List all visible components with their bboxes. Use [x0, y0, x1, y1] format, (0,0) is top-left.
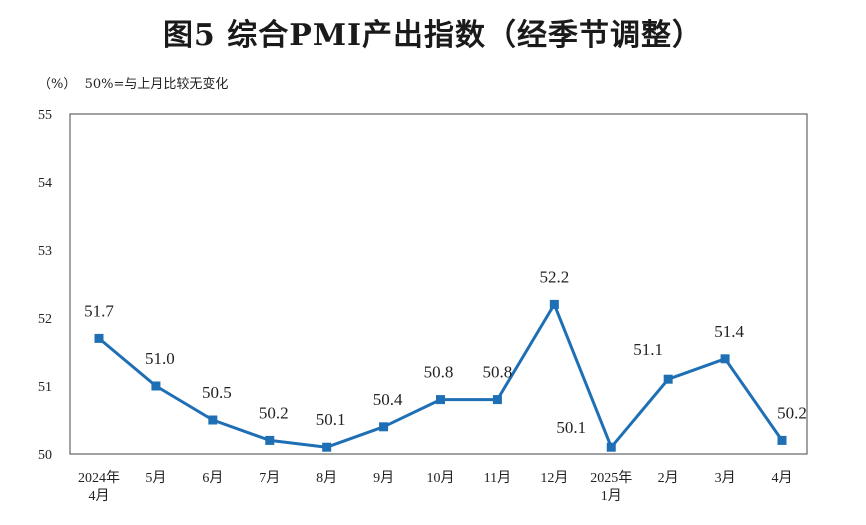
x-tick-label: 2025年 [590, 470, 632, 486]
data-label: 51.7 [84, 301, 114, 320]
data-label: 50.1 [556, 418, 586, 437]
x-tick-label: 2024年 [78, 470, 120, 486]
data-label: 50.5 [202, 383, 232, 402]
data-point-marker [436, 395, 445, 405]
data-point-marker [265, 435, 275, 445]
data-point-marker [720, 354, 730, 364]
plot-area-frame [69, 113, 808, 455]
x-tick-label: 5月 [145, 470, 166, 486]
x-tick-label: 9月 [373, 470, 394, 486]
data-point-marker [663, 374, 673, 384]
x-tick-label: 4月 [772, 470, 793, 486]
data-point-marker [322, 442, 332, 452]
x-tick-label: 3月 [715, 470, 736, 486]
data-label: 52.2 [539, 267, 569, 286]
data-label: 50.8 [483, 363, 513, 382]
x-tick-label: 12月 [540, 470, 568, 486]
x-tick-label: 6月 [202, 470, 223, 486]
data-label: 50.2 [259, 403, 289, 422]
data-point-marker [549, 299, 559, 309]
x-tick-label: 8月 [316, 470, 337, 486]
data-point-marker [379, 422, 389, 432]
data-label: 50.2 [777, 403, 807, 422]
data-point-marker [151, 381, 161, 391]
x-tick-label: 7月 [259, 470, 280, 486]
x-tick-label: 2月 [658, 470, 679, 486]
y-tick-label: 52 [38, 312, 52, 327]
y-tick-label: 51 [38, 380, 52, 395]
unit-note: （%） 50%=与上月比较无变化 [38, 77, 229, 92]
data-point-marker [492, 395, 502, 405]
data-point-marker [208, 415, 218, 425]
data-point-marker [777, 435, 787, 445]
x-tick-label: 1月 [601, 488, 622, 504]
data-point-marker [94, 333, 104, 343]
x-tick-label: 4月 [89, 488, 110, 504]
x-tick-label: 10月 [427, 470, 455, 486]
data-point-marker [606, 442, 616, 452]
data-label: 51.1 [633, 340, 663, 359]
data-label: 51.0 [145, 349, 175, 368]
data-label: 50.8 [424, 363, 454, 382]
y-tick-label: 53 [38, 244, 52, 259]
chart-title: 图5 综合PMI产出指数（经季节调整） [162, 18, 704, 53]
x-tick-label: 11月 [484, 470, 511, 486]
data-label: 51.4 [714, 322, 744, 341]
y-tick-label: 55 [38, 108, 52, 123]
y-tick-label: 50 [38, 448, 52, 463]
data-label: 50.1 [316, 410, 346, 429]
data-label: 50.4 [373, 390, 403, 409]
y-tick-label: 54 [38, 176, 52, 191]
